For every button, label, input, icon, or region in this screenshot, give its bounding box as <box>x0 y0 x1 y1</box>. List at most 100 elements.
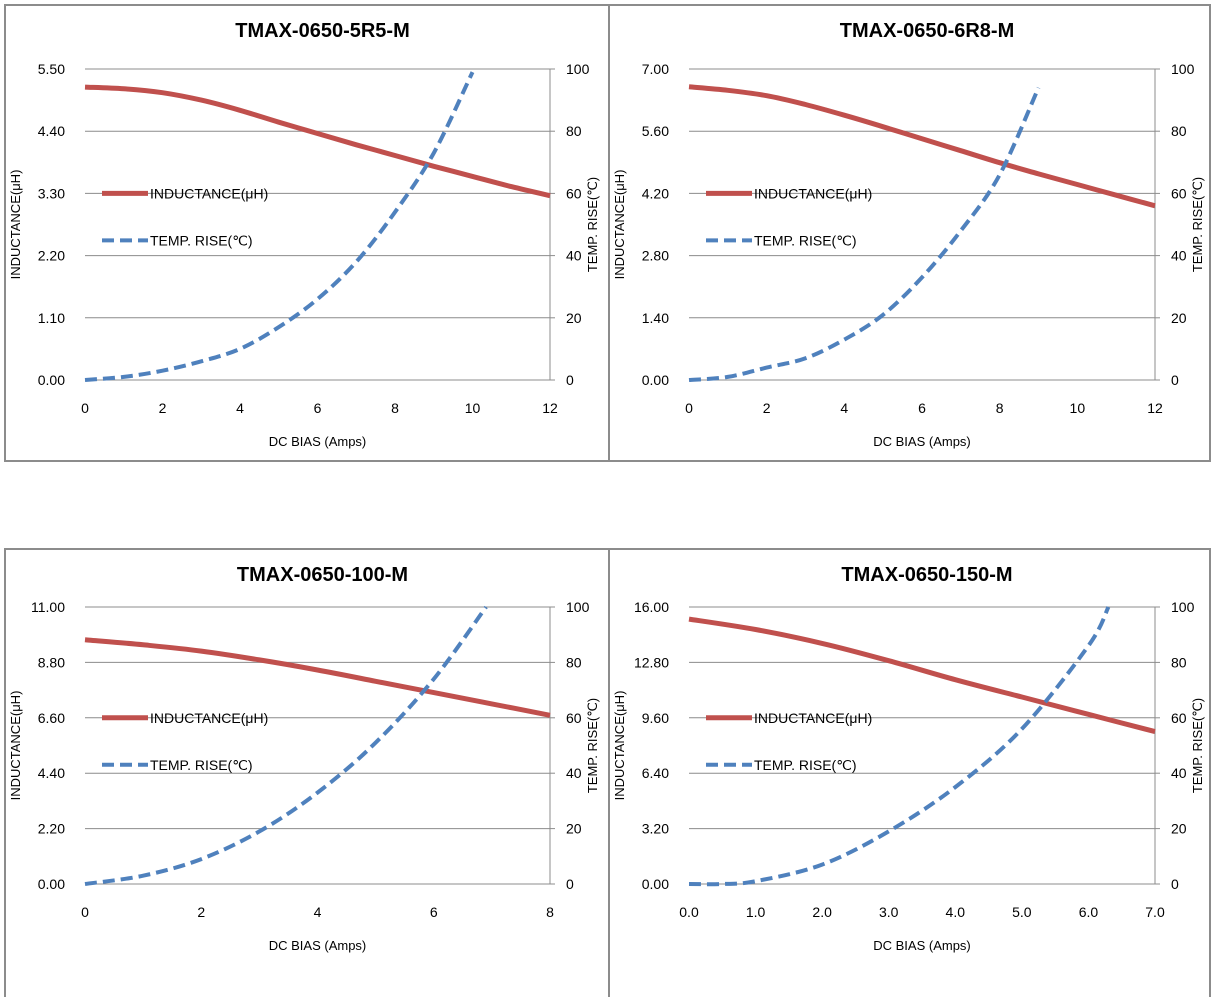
x-tick-label: 0 <box>685 400 693 416</box>
y2-tick-label: 100 <box>1171 599 1195 615</box>
legend-temp-rise-label: TEMP. RISE(℃) <box>150 757 253 773</box>
x-tick-label: 10 <box>465 400 481 416</box>
y2-tick-label: 0 <box>566 876 574 892</box>
y2-tick-label: 60 <box>1171 710 1187 726</box>
x-tick-label: 2 <box>763 400 771 416</box>
x-tick-label: 2 <box>159 400 167 416</box>
y-tick-label: 3.30 <box>38 185 65 201</box>
x-tick-label: 0 <box>81 904 89 920</box>
legend-temp-rise-label: TEMP. RISE(℃) <box>754 757 857 773</box>
chart-title: TMAX-0650-6R8-M <box>840 20 1014 42</box>
y2-tick-label: 60 <box>566 710 582 726</box>
x-tick-label: 5.0 <box>1012 904 1032 920</box>
y2-tick-label: 20 <box>1171 310 1187 326</box>
y2-tick-label: 20 <box>566 310 582 326</box>
y2-tick-label: 100 <box>566 61 590 77</box>
x-axis-label: DC BIAS (Amps) <box>873 434 971 449</box>
x-axis-label: DC BIAS (Amps) <box>269 938 367 953</box>
y2-tick-label: 60 <box>1171 185 1187 201</box>
y-tick-label: 0.00 <box>642 372 669 388</box>
chart-panel-5r5: TMAX-0650-5R5-M 0.00 1.10 2.20 3.30 4.40 5.50 0… <box>4 4 610 462</box>
y2-tick-label: 40 <box>1171 765 1187 781</box>
x-tick-label: 2 <box>197 904 205 920</box>
y2-tick-label: 80 <box>566 123 582 139</box>
y2-tick-label: 80 <box>566 654 582 670</box>
y-tick-label: 4.20 <box>642 185 669 201</box>
y-tick-label: 4.40 <box>38 765 65 781</box>
x-axis-label: DC BIAS (Amps) <box>873 938 971 953</box>
chart-title: TMAX-0650-5R5-M <box>235 20 409 42</box>
chart-panel-150: TMAX-0650-150-M 0.00 3.20 6.40 9.60 12.80 16.0… <box>608 548 1211 997</box>
legend-temp-rise-label: TEMP. RISE(℃) <box>150 232 253 248</box>
x-tick-label: 2.0 <box>812 904 832 920</box>
y-tick-label: 0.00 <box>642 876 669 892</box>
inductance-line <box>688 616 1156 735</box>
inductance-line <box>84 637 551 718</box>
x-tick-label: 8 <box>546 904 554 920</box>
x-tick-label: 7.0 <box>1145 904 1165 920</box>
y2-tick-label: 20 <box>566 821 582 837</box>
y-tick-label: 2.20 <box>38 248 65 264</box>
y2-tick-label: 0 <box>1171 372 1179 388</box>
x-axis-label: DC BIAS (Amps) <box>269 434 367 449</box>
y-tick-label: 4.40 <box>38 123 65 139</box>
y2-tick-label: 0 <box>1171 876 1179 892</box>
temp-rise-line <box>688 86 1041 382</box>
y2-tick-label: 20 <box>1171 821 1187 837</box>
legend-inductance-label: INDUCTANCE(μH) <box>150 710 268 726</box>
x-tick-label: 8 <box>996 400 1004 416</box>
y-tick-label: 16.00 <box>634 599 669 615</box>
y-tick-label: 6.60 <box>38 710 65 726</box>
inductance-line <box>688 84 1156 209</box>
x-tick-label: 4 <box>236 400 244 416</box>
chart-title: TMAX-0650-100-M <box>237 564 408 586</box>
legend-inductance-label: INDUCTANCE(μH) <box>150 185 268 201</box>
y-tick-label: 0.00 <box>38 876 65 892</box>
x-tick-label: 6.0 <box>1079 904 1099 920</box>
y2-tick-label: 40 <box>1171 248 1187 264</box>
temp-rise-line <box>84 71 475 382</box>
temp-rise-line <box>84 605 488 886</box>
y2-axis-label: TEMP. RISE(℃) <box>585 177 600 272</box>
y2-axis-label: TEMP. RISE(℃) <box>1190 177 1205 272</box>
y-tick-label: 6.40 <box>642 765 669 781</box>
temp-rise-line <box>688 606 1111 887</box>
legend-inductance-label: INDUCTANCE(μH) <box>754 185 872 201</box>
x-tick-label: 3.0 <box>879 904 899 920</box>
x-tick-label: 1.0 <box>746 904 766 920</box>
chart-panel-6r8: TMAX-0650-6R8-M 0.00 1.40 2.80 4.20 5.60 7.00 0… <box>608 4 1211 462</box>
y-tick-label: 0.00 <box>38 372 65 388</box>
chart-svg: TMAX-0650-100-M 0.00 2.20 4.40 6.60 8.80 11.00… <box>8 564 600 953</box>
y-tick-label: 8.80 <box>38 654 65 670</box>
y-tick-label: 3.20 <box>642 821 669 837</box>
y2-tick-label: 100 <box>566 599 590 615</box>
x-tick-label: 4 <box>314 904 322 920</box>
y-tick-label: 12.80 <box>634 654 669 670</box>
x-tick-label: 4.0 <box>946 904 966 920</box>
x-tick-label: 4 <box>840 400 848 416</box>
y-tick-label: 2.80 <box>642 248 669 264</box>
y2-tick-label: 80 <box>1171 123 1187 139</box>
y-axis-label: INDUCTANCE(μH) <box>8 691 23 801</box>
x-tick-label: 12 <box>1147 400 1163 416</box>
x-tick-label: 0 <box>81 400 89 416</box>
legend-inductance-label: INDUCTANCE(μH) <box>754 710 872 726</box>
y2-tick-label: 0 <box>566 372 574 388</box>
y2-tick-label: 40 <box>566 765 582 781</box>
x-tick-label: 10 <box>1070 400 1086 416</box>
y-tick-label: 7.00 <box>642 61 669 77</box>
y-tick-label: 2.20 <box>38 821 65 837</box>
inductance-line <box>84 84 551 199</box>
x-tick-label: 6 <box>918 400 926 416</box>
y2-axis-label: TEMP. RISE(℃) <box>1190 698 1205 793</box>
chart-svg: TMAX-0650-5R5-M 0.00 1.10 2.20 3.30 4.40 5.50 0… <box>8 20 600 449</box>
y2-tick-label: 80 <box>1171 654 1187 670</box>
y2-axis-label: TEMP. RISE(℃) <box>585 698 600 793</box>
y-axis-label: INDUCTANCE(μH) <box>8 170 23 280</box>
y-tick-label: 9.60 <box>642 710 669 726</box>
y-tick-label: 1.40 <box>642 310 669 326</box>
x-tick-label: 12 <box>542 400 558 416</box>
y2-tick-label: 100 <box>1171 61 1195 77</box>
y-tick-label: 1.10 <box>38 310 65 326</box>
chart-svg: TMAX-0650-150-M0.003.206.409.6012.8016.0… <box>612 564 1205 953</box>
